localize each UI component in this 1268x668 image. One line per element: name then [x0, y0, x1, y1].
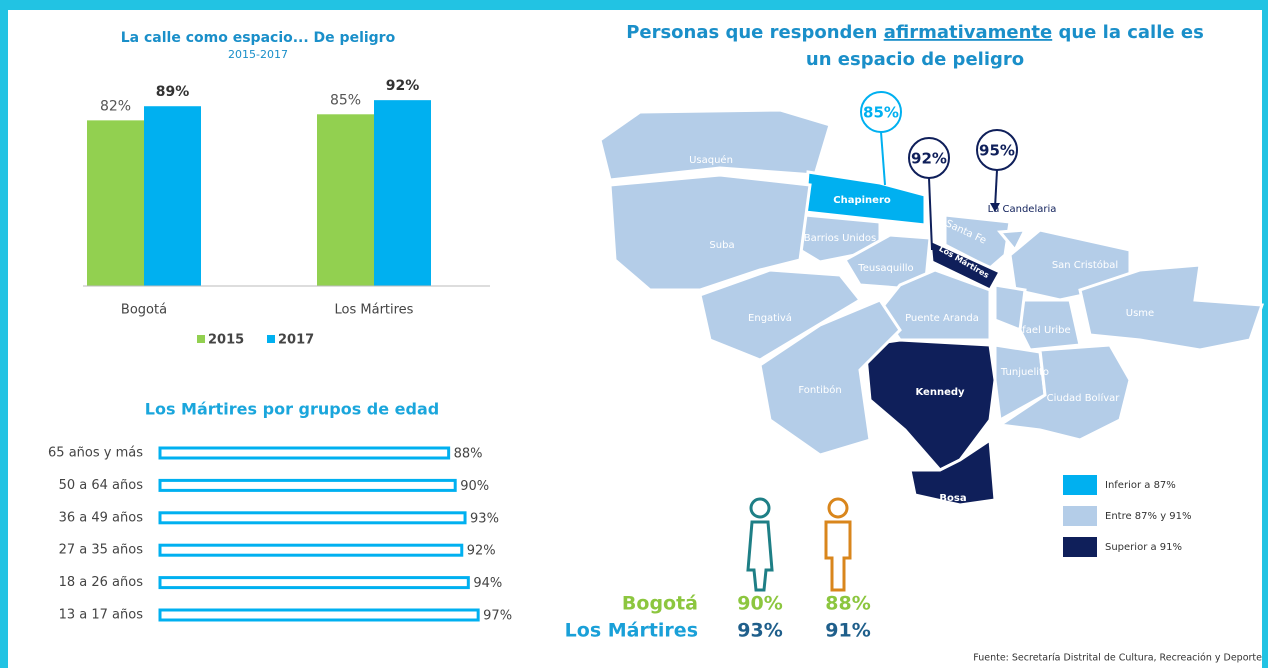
- district: [943, 213, 1012, 270]
- callout-circle: [976, 129, 1018, 171]
- bar: [158, 446, 451, 460]
- female-icon: [746, 497, 774, 592]
- legend-swatch: [197, 335, 205, 343]
- district: [996, 228, 1028, 253]
- stat-value: 90%: [737, 593, 782, 615]
- district-label: Rafael Uribe: [1009, 325, 1070, 336]
- callout-line: [880, 131, 886, 186]
- stat-value: 93%: [737, 620, 782, 642]
- district-label: Chapinero: [833, 195, 891, 206]
- y-tick-label: 27 a 35 años: [59, 543, 144, 558]
- legend-swatch: [1063, 537, 1097, 557]
- district-label: Usaquén: [689, 154, 733, 166]
- district: [993, 283, 1027, 333]
- district: [1078, 263, 1265, 352]
- legend-swatch: [267, 335, 275, 343]
- bar: [158, 478, 457, 492]
- x-tick-label: Bogotá: [121, 303, 167, 318]
- map-title-part: que la calle es: [1052, 22, 1204, 43]
- callout-line: [994, 169, 998, 209]
- x-tick-label: Los Mártires: [335, 303, 414, 318]
- map-title-part: Personas que responden: [626, 22, 884, 43]
- bar: [317, 114, 374, 286]
- callout-circle: [860, 91, 902, 133]
- legend-label: Entre 87% y 91%: [1105, 511, 1192, 522]
- district-label: Bosa: [939, 493, 966, 504]
- stat-row-label: Bogotá: [622, 593, 698, 615]
- legend-label: 2017: [278, 333, 314, 348]
- district-label: Teusaquillo: [857, 263, 913, 274]
- chart-title: La calle como espacio... De peligro: [121, 30, 396, 46]
- data-label: 92%: [467, 544, 496, 559]
- bar: [158, 608, 480, 622]
- callout-circle: [908, 137, 950, 179]
- y-tick-label: 50 a 64 años: [59, 478, 144, 493]
- map-title: Personas que responden afirmativamente q…: [626, 22, 1204, 43]
- district: [608, 173, 812, 292]
- legend-swatch: [1063, 475, 1097, 495]
- district-label: Fontibón: [798, 384, 841, 396]
- callout-label: 95%: [979, 142, 1015, 160]
- district-label: La Candelaria: [988, 204, 1057, 215]
- district: [842, 233, 932, 292]
- district: [993, 343, 1047, 423]
- legend-label: 2015: [208, 333, 244, 348]
- district: [698, 268, 863, 362]
- callout-label: 92%: [911, 150, 947, 168]
- data-label: 92%: [386, 78, 420, 94]
- y-tick-label: 65 años y más: [48, 446, 143, 461]
- y-tick-label: 18 a 26 años: [59, 575, 144, 590]
- district: [908, 437, 997, 507]
- district-label: Suba: [709, 240, 734, 251]
- y-tick-label: 13 a 17 años: [59, 608, 144, 623]
- district-label: Usme: [1126, 308, 1154, 319]
- district: [995, 343, 1132, 442]
- map-title-emphasis: afirmativamente: [884, 22, 1053, 43]
- data-label: 85%: [330, 92, 361, 108]
- data-label: 97%: [483, 609, 512, 624]
- callout-line: [928, 177, 933, 251]
- stat-value: 91%: [825, 620, 870, 642]
- data-label: 94%: [473, 576, 502, 591]
- data-label: 88%: [454, 447, 483, 462]
- map-title-line2: un espacio de peligro: [806, 49, 1024, 70]
- stat-row-label: Los Mártires: [565, 620, 698, 642]
- bar: [158, 511, 467, 525]
- district-label: Barrios Unidos: [804, 233, 876, 244]
- male-icon: [824, 497, 852, 592]
- source: Fuente: Secretaría Distrital de Cultura,…: [973, 653, 1262, 664]
- data-label: 93%: [470, 511, 499, 526]
- district-label: Puente Aranda: [905, 313, 979, 324]
- data-label: 82%: [100, 98, 131, 114]
- legend-label: Inferior a 87%: [1105, 480, 1176, 491]
- data-label: 89%: [156, 84, 190, 100]
- district-label: Tunjuelito: [1000, 367, 1049, 378]
- bar: [158, 543, 464, 557]
- district-label: Ciudad Bolívar: [1047, 392, 1121, 404]
- chart-title: Los Mártires por grupos de edad: [145, 400, 439, 419]
- bar: [158, 576, 470, 590]
- district: [758, 298, 902, 457]
- y-tick-label: 36 a 49 años: [59, 510, 144, 525]
- chart-subtitle: 2015-2017: [228, 48, 288, 61]
- data-label: 90%: [460, 479, 489, 494]
- bar: [87, 120, 144, 286]
- district-label: Engativá: [748, 312, 792, 324]
- legend-swatch: [1063, 506, 1097, 526]
- stat-value: 88%: [825, 593, 870, 615]
- bar: [374, 100, 431, 286]
- arrow-head: [990, 203, 1000, 212]
- district: [863, 338, 997, 472]
- district-label: Kennedy: [915, 387, 965, 398]
- district: [598, 108, 832, 182]
- district-label: San Cristóbal: [1052, 259, 1118, 271]
- callout-label: 85%: [863, 104, 899, 122]
- legend-label: Superior a 91%: [1105, 542, 1182, 553]
- bar: [144, 106, 201, 286]
